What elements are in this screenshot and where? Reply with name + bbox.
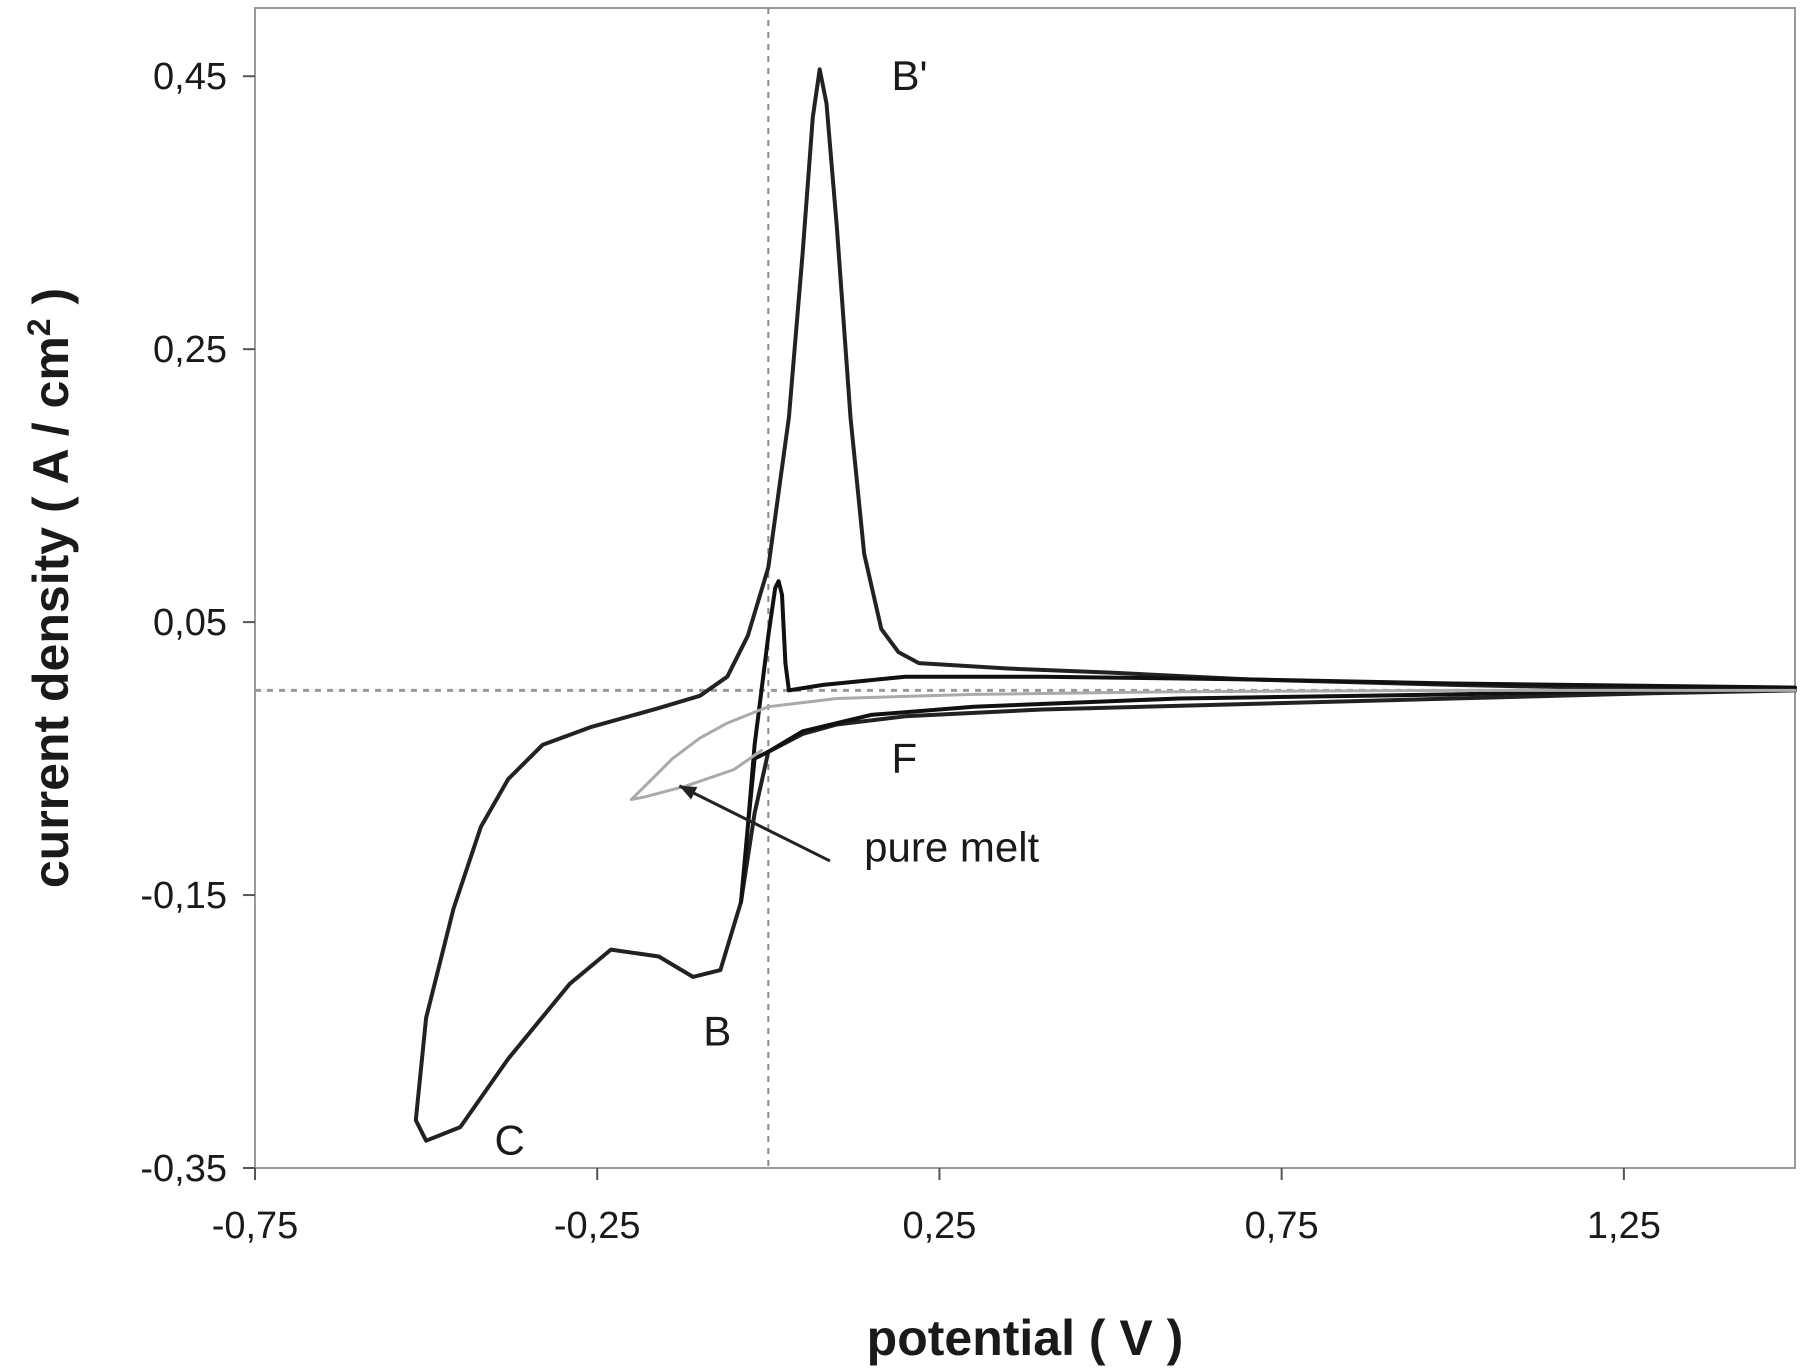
annotation-label: F [892, 735, 918, 782]
y-tick-label: 0,25 [153, 329, 227, 371]
y-axis-title-main: current density ( A / cm [23, 336, 79, 888]
y-tick-label: 0,05 [153, 602, 227, 644]
x-tick-label: 0,75 [1245, 1205, 1319, 1247]
x-axis-title: potential ( V ) [867, 1310, 1184, 1366]
annotation-label: pure melt [864, 823, 1039, 870]
x-tick-label: 1,25 [1587, 1205, 1661, 1247]
annotation-label: B' [892, 52, 928, 99]
x-tick-label: -0,25 [554, 1205, 641, 1247]
series-layer [413, 67, 1797, 1143]
y-axis-title-close: ) [23, 288, 79, 319]
x-tick-label: 0,25 [902, 1205, 976, 1247]
axes: -0,75 -0,25 0,25 0,75 1,25 -0,35 -0,15 0,05 0,25… [140, 56, 1660, 1247]
y-tick-label: 0,45 [153, 56, 227, 98]
y-tick-label: -0,15 [140, 875, 227, 917]
y-axis-title-sup: 2 [21, 318, 57, 336]
cv-curve-1 [413, 67, 1797, 1143]
plot-frame [254, 7, 1796, 1169]
reference-lines [255, 8, 1795, 1168]
annotation-arrowhead [679, 785, 698, 800]
y-tick-label: -0,35 [140, 1148, 227, 1190]
cv-curve-3 [629, 688, 1797, 801]
annotation-arrow [678, 784, 831, 863]
cv-curve-2 [739, 579, 1797, 904]
annotation-label: C [495, 1117, 525, 1164]
x-tick-label: -0,75 [212, 1205, 299, 1247]
y-axis-title: current density ( A / cm2 ) [21, 288, 79, 888]
annotation-label: B [703, 1008, 731, 1055]
